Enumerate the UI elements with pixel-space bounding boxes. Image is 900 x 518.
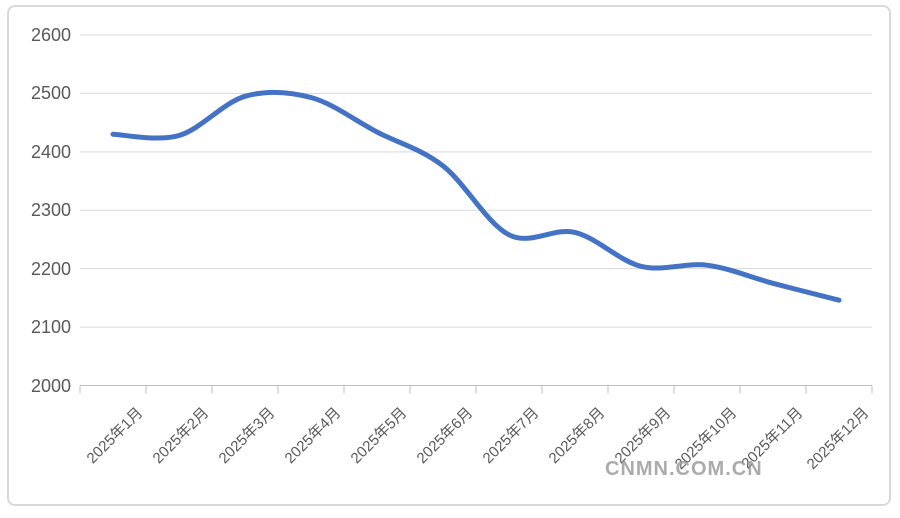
y-axis-tick-label: 2100	[30, 317, 71, 338]
chart-frame: 2000 2100 2200 2300 2400 2500 2600 2025年1月 2025…	[7, 5, 891, 506]
y-axis-tick-label: 2000	[30, 375, 71, 396]
y-axis-tick-label: 2400	[30, 141, 71, 162]
y-axis-tick-label: 2500	[30, 83, 71, 104]
line-chart-plot	[79, 34, 873, 394]
y-axis-tick-label: 2600	[30, 25, 71, 45]
y-axis-tick-label: 2200	[30, 258, 71, 279]
series-line	[110, 89, 842, 303]
watermark: CNMN.COM.CN	[605, 458, 763, 480]
y-axis-tick-label: 2300	[30, 200, 71, 221]
